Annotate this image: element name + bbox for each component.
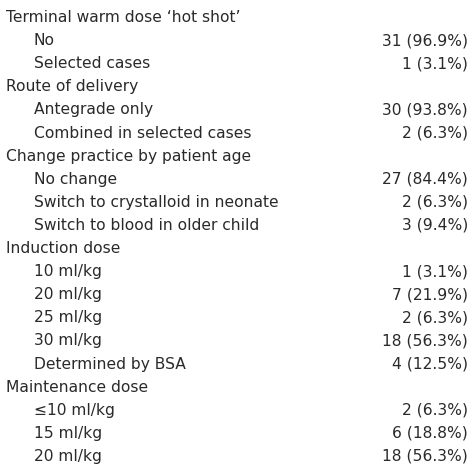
Text: Maintenance dose: Maintenance dose <box>6 380 148 394</box>
Text: Induction dose: Induction dose <box>6 241 120 256</box>
Text: Antegrade only: Antegrade only <box>34 102 153 118</box>
Text: 2 (6.3%): 2 (6.3%) <box>402 195 468 210</box>
Text: Switch to blood in older child: Switch to blood in older child <box>34 218 259 233</box>
Text: 2 (6.3%): 2 (6.3%) <box>402 126 468 140</box>
Text: 2 (6.3%): 2 (6.3%) <box>402 310 468 325</box>
Text: ≤10 ml/kg: ≤10 ml/kg <box>34 403 115 418</box>
Text: Terminal warm dose ‘hot shot’: Terminal warm dose ‘hot shot’ <box>6 10 240 25</box>
Text: 27 (84.4%): 27 (84.4%) <box>382 172 468 187</box>
Text: 10 ml/kg: 10 ml/kg <box>34 264 102 279</box>
Text: 15 ml/kg: 15 ml/kg <box>34 426 102 441</box>
Text: 20 ml/kg: 20 ml/kg <box>34 287 102 302</box>
Text: Switch to crystalloid in neonate: Switch to crystalloid in neonate <box>34 195 279 210</box>
Text: Determined by BSA: Determined by BSA <box>34 356 186 372</box>
Text: 18 (56.3%): 18 (56.3%) <box>382 333 468 348</box>
Text: 7 (21.9%): 7 (21.9%) <box>392 287 468 302</box>
Text: 30 (93.8%): 30 (93.8%) <box>383 102 468 118</box>
Text: Selected cases: Selected cases <box>34 56 150 71</box>
Text: 25 ml/kg: 25 ml/kg <box>34 310 102 325</box>
Text: 20 ml/kg: 20 ml/kg <box>34 449 102 464</box>
Text: 1 (3.1%): 1 (3.1%) <box>402 264 468 279</box>
Text: 31 (96.9%): 31 (96.9%) <box>382 33 468 48</box>
Text: 4 (12.5%): 4 (12.5%) <box>392 356 468 372</box>
Text: No change: No change <box>34 172 117 187</box>
Text: 30 ml/kg: 30 ml/kg <box>34 333 102 348</box>
Text: Combined in selected cases: Combined in selected cases <box>34 126 252 140</box>
Text: Route of delivery: Route of delivery <box>6 79 138 94</box>
Text: 1 (3.1%): 1 (3.1%) <box>402 56 468 71</box>
Text: No: No <box>34 33 55 48</box>
Text: 18 (56.3%): 18 (56.3%) <box>382 449 468 464</box>
Text: 2 (6.3%): 2 (6.3%) <box>402 403 468 418</box>
Text: 3 (9.4%): 3 (9.4%) <box>402 218 468 233</box>
Text: 6 (18.8%): 6 (18.8%) <box>392 426 468 441</box>
Text: Change practice by patient age: Change practice by patient age <box>6 149 251 164</box>
